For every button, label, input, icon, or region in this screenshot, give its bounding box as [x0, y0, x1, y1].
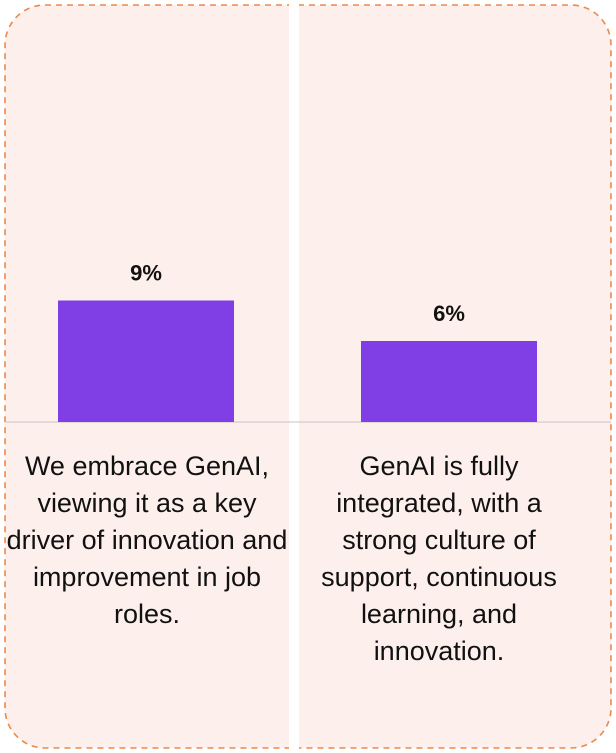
bar	[361, 341, 537, 422]
panel-frame	[4, 4, 612, 749]
category-label: GenAI is fully integrated, with a strong…	[321, 451, 557, 666]
panel-gap	[289, 0, 299, 753]
value-label: 9%	[130, 261, 162, 286]
category-label: We embrace GenAI, viewing it as a key dr…	[6, 451, 288, 629]
value-label: 6%	[433, 301, 465, 326]
bar	[58, 300, 234, 422]
